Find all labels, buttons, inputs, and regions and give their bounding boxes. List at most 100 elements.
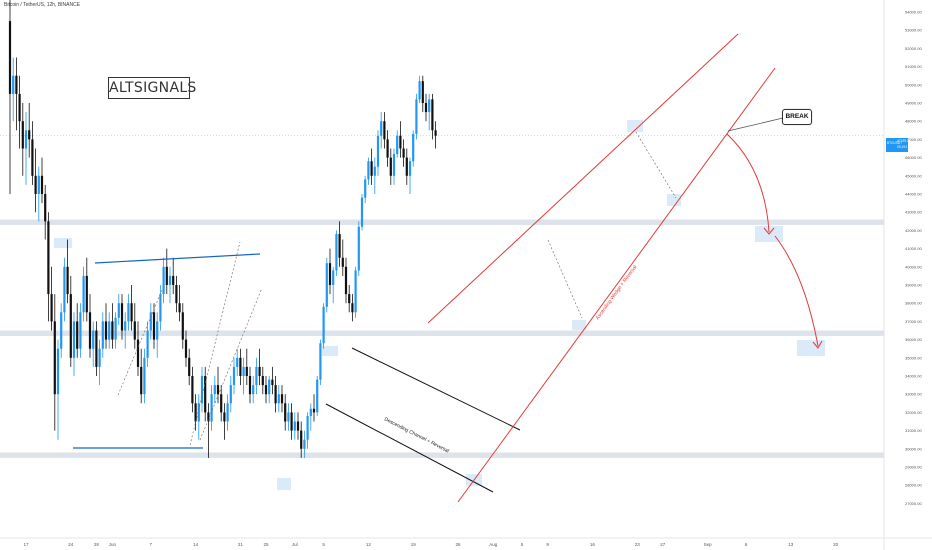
candle-body[interactable] xyxy=(264,385,268,395)
wedge-bottom-line[interactable] xyxy=(457,67,776,503)
candle-body[interactable] xyxy=(287,412,290,422)
candle-body[interactable] xyxy=(31,139,34,176)
candle-body[interactable] xyxy=(207,412,210,422)
candle-body[interactable] xyxy=(402,148,405,158)
candle-body[interactable] xyxy=(117,303,120,318)
candle-body[interactable] xyxy=(8,21,12,94)
candle-body[interactable] xyxy=(111,321,114,340)
candle-body[interactable] xyxy=(76,321,79,349)
candle-body[interactable] xyxy=(424,103,428,113)
candle-body[interactable] xyxy=(229,385,232,404)
candle-body[interactable] xyxy=(293,421,296,431)
candle-body[interactable] xyxy=(300,430,303,449)
candle-body[interactable] xyxy=(165,266,168,285)
candle-body[interactable] xyxy=(408,161,412,176)
candle-body[interactable] xyxy=(152,312,156,340)
candle-body[interactable] xyxy=(386,139,389,158)
candle-body[interactable] xyxy=(370,161,373,176)
candle-body[interactable] xyxy=(40,175,44,194)
candle-body[interactable] xyxy=(239,357,242,376)
candle-body[interactable] xyxy=(130,303,133,322)
candle-body[interactable] xyxy=(216,385,220,395)
candle-body[interactable] xyxy=(248,376,252,395)
candle-body[interactable] xyxy=(156,321,159,340)
candle-body[interactable] xyxy=(146,330,149,358)
candle-body[interactable] xyxy=(172,275,175,285)
candle-body[interactable] xyxy=(56,348,60,395)
candle-body[interactable] xyxy=(357,226,360,271)
candle-body[interactable] xyxy=(101,321,104,349)
candle-body[interactable] xyxy=(143,357,146,395)
candle-body[interactable] xyxy=(392,153,396,176)
candle-body[interactable] xyxy=(344,266,348,295)
candle-body[interactable] xyxy=(95,330,98,367)
candle-body[interactable] xyxy=(373,166,376,176)
candle-body[interactable] xyxy=(213,385,216,395)
candle-body[interactable] xyxy=(348,294,351,304)
candle-body[interactable] xyxy=(79,312,82,349)
candle-body[interactable] xyxy=(360,197,364,227)
candle-body[interactable] xyxy=(421,81,424,103)
candle-body[interactable] xyxy=(284,403,287,422)
candle-body[interactable] xyxy=(325,263,328,307)
candle-body[interactable] xyxy=(383,121,386,140)
candle-body[interactable] xyxy=(191,376,194,404)
candle-body[interactable] xyxy=(66,266,69,295)
candle-body[interactable] xyxy=(418,81,421,100)
candle-body[interactable] xyxy=(431,99,434,131)
descending-channel-bottom[interactable] xyxy=(325,403,494,493)
candle-body[interactable] xyxy=(181,312,184,340)
candle-body[interactable] xyxy=(274,385,277,404)
candle-body[interactable] xyxy=(194,403,197,422)
candle-body[interactable] xyxy=(261,376,264,386)
candle-body[interactable] xyxy=(104,321,108,340)
candle-body[interactable] xyxy=(133,321,136,340)
candle-body[interactable] xyxy=(405,157,408,176)
candle-body[interactable] xyxy=(82,275,85,313)
candle-body[interactable] xyxy=(396,135,399,154)
candle-body[interactable] xyxy=(37,175,40,194)
candle-body[interactable] xyxy=(354,270,357,313)
wedge-top-line[interactable] xyxy=(427,33,739,324)
candle-body[interactable] xyxy=(236,357,239,367)
candle-body[interactable] xyxy=(268,379,271,395)
candle-body[interactable] xyxy=(44,194,47,222)
candle-body[interactable] xyxy=(162,266,165,295)
candle-body[interactable] xyxy=(21,121,24,149)
candle-body[interactable] xyxy=(47,221,50,295)
candle-body[interactable] xyxy=(328,263,332,285)
candle-body[interactable] xyxy=(34,175,37,194)
candle-body[interactable] xyxy=(98,348,101,367)
candle-body[interactable] xyxy=(168,275,172,285)
channel-top-line[interactable] xyxy=(94,253,261,264)
candle-body[interactable] xyxy=(220,394,223,413)
candle-body[interactable] xyxy=(232,366,236,386)
candle-body[interactable] xyxy=(28,130,31,140)
candle-body[interactable] xyxy=(290,412,293,431)
candle-body[interactable] xyxy=(255,366,258,386)
candle-body[interactable] xyxy=(428,99,431,113)
candle-body[interactable] xyxy=(309,408,312,417)
candle-body[interactable] xyxy=(415,99,418,134)
candle-body[interactable] xyxy=(277,394,280,404)
candle-body[interactable] xyxy=(24,130,28,149)
candle-body[interactable] xyxy=(124,321,127,331)
candle-body[interactable] xyxy=(226,403,229,422)
candle-body[interactable] xyxy=(271,379,274,386)
candle-body[interactable] xyxy=(108,321,111,340)
candle-body[interactable] xyxy=(200,376,204,404)
candle-body[interactable] xyxy=(389,157,392,176)
candle-body[interactable] xyxy=(127,303,130,322)
candle-body[interactable] xyxy=(367,161,370,180)
candle-body[interactable] xyxy=(245,366,248,376)
candle-body[interactable] xyxy=(69,294,72,358)
candle-body[interactable] xyxy=(242,366,245,376)
candle-body[interactable] xyxy=(303,439,306,449)
candle-body[interactable] xyxy=(364,179,367,198)
candle-body[interactable] xyxy=(296,421,300,431)
candle-body[interactable] xyxy=(306,416,309,440)
candle-body[interactable] xyxy=(223,412,226,422)
candle-body[interactable] xyxy=(197,403,200,422)
candle-body[interactable] xyxy=(434,130,437,136)
